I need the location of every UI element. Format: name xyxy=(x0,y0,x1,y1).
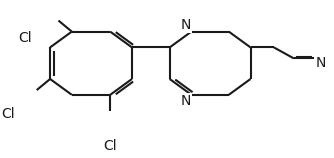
Text: Cl: Cl xyxy=(1,107,15,121)
Text: N: N xyxy=(180,18,191,32)
Text: N: N xyxy=(316,56,326,70)
Text: Cl: Cl xyxy=(104,139,117,153)
Text: Cl: Cl xyxy=(18,31,32,45)
Text: N: N xyxy=(180,94,191,108)
